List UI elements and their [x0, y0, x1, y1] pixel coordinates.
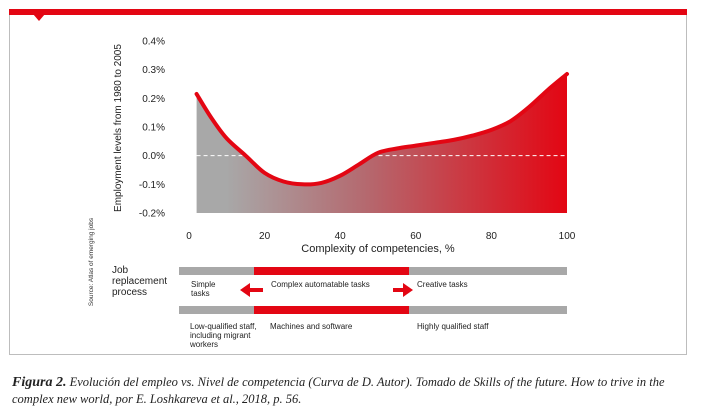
x-tick-label: 40	[335, 231, 347, 242]
y-tick-label: -0.2%	[139, 209, 165, 220]
x-tick-label: 80	[486, 231, 498, 242]
figure-caption: Figura 2. Evolución del empleo vs. Nivel…	[12, 374, 692, 408]
arrow-right-icon	[393, 283, 413, 297]
y-tick-label: 0.2%	[142, 94, 165, 105]
arrow-left-icon	[240, 283, 263, 297]
label-highly-qualified: Highly qualified staff	[417, 322, 489, 331]
area-fill	[196, 74, 567, 213]
accent-triangle	[33, 14, 45, 21]
y-tick-label: -0.1%	[139, 180, 165, 191]
data-series-line	[194, 72, 569, 187]
caption-text: Evolución del empleo vs. Nivel de compet…	[12, 375, 665, 406]
task-bar-creative	[409, 267, 567, 275]
y-tick-label: 0.3%	[142, 65, 165, 76]
task-bar-complex	[254, 267, 409, 275]
y-axis-label: Employment levels from 1980 to 2005	[113, 44, 124, 212]
x-tick-label: 100	[559, 231, 576, 242]
label-creative-tasks: Creative tasks	[417, 280, 468, 289]
worker-bar-machines	[254, 306, 409, 314]
x-tick-label: 60	[410, 231, 422, 242]
label-simple-tasks: Simple tasks	[191, 280, 216, 298]
worker-bar-high	[409, 306, 567, 314]
chart-svg: 0.4% 0.3% 0.2% 0.1% 0.0% -0.1% -0.2% 0 20 40 60 80…	[88, 37, 576, 314]
figure-frame	[9, 9, 687, 355]
x-tick-label: 0	[186, 231, 192, 242]
label-low-qualified: Low-qualified staff, including migrant w…	[190, 322, 257, 349]
x-axis-label: Complexity of competencies, %	[301, 243, 455, 255]
y-tick-label: 0.1%	[142, 123, 165, 134]
label-machines: Machines and software	[270, 322, 353, 331]
job-replacement-title: Job replacement process	[112, 265, 168, 298]
worker-bar-low	[179, 306, 254, 314]
label-complex-tasks: Complex automatable tasks	[271, 280, 370, 289]
x-tick-label: 20	[259, 231, 271, 242]
y-tick-label: 0.4%	[142, 37, 165, 48]
task-bar-simple	[179, 267, 254, 275]
caption-prefix: Figura 2.	[12, 375, 67, 390]
y-tick-label: 0.0%	[142, 151, 165, 162]
top-accent-bar	[9, 9, 687, 15]
source-note: Source: Atlas of emerging jobs	[88, 217, 95, 306]
